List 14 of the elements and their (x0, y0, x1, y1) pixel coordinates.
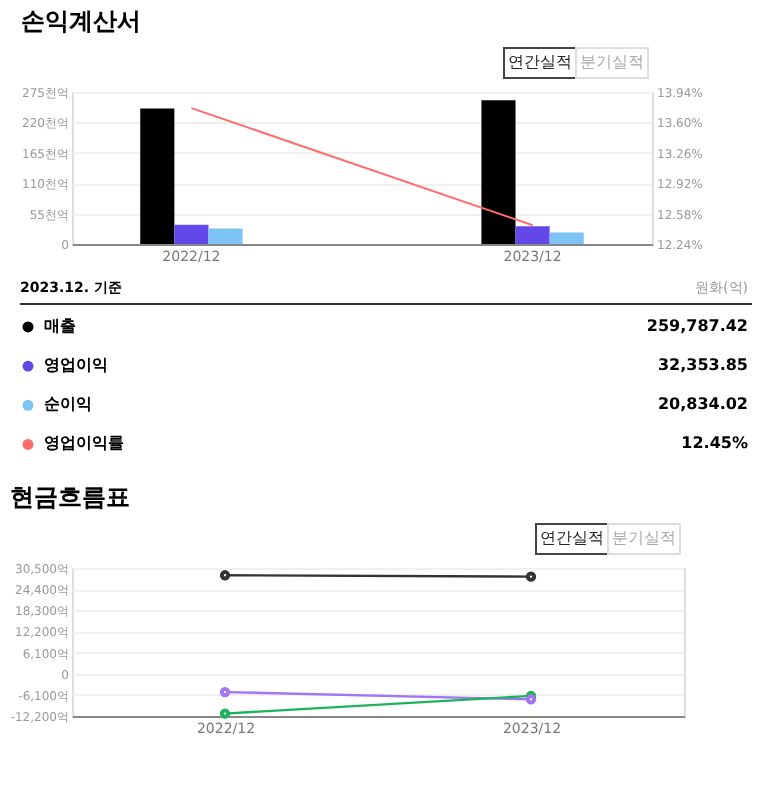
text: 분기실적 (612, 529, 676, 547)
legend-label: 순이익 (44, 395, 92, 414)
chart-title: 현금흐름표 (9, 483, 130, 511)
text: 32,353.85 (657, 356, 749, 375)
legend-label: 영업이익 (44, 356, 108, 375)
text: 12.45% (681, 434, 748, 453)
text: 분기실적 (580, 53, 644, 71)
legend-label: 영업이익률 (44, 434, 124, 453)
text: 20,834.02 (657, 395, 748, 414)
text: 연간실적 (540, 529, 604, 547)
text: 259,787.42 (646, 316, 748, 335)
legend-label: 매출 (44, 316, 76, 335)
chart-title: 손익계산서 (21, 7, 142, 35)
text: 연간실적 (508, 53, 572, 71)
